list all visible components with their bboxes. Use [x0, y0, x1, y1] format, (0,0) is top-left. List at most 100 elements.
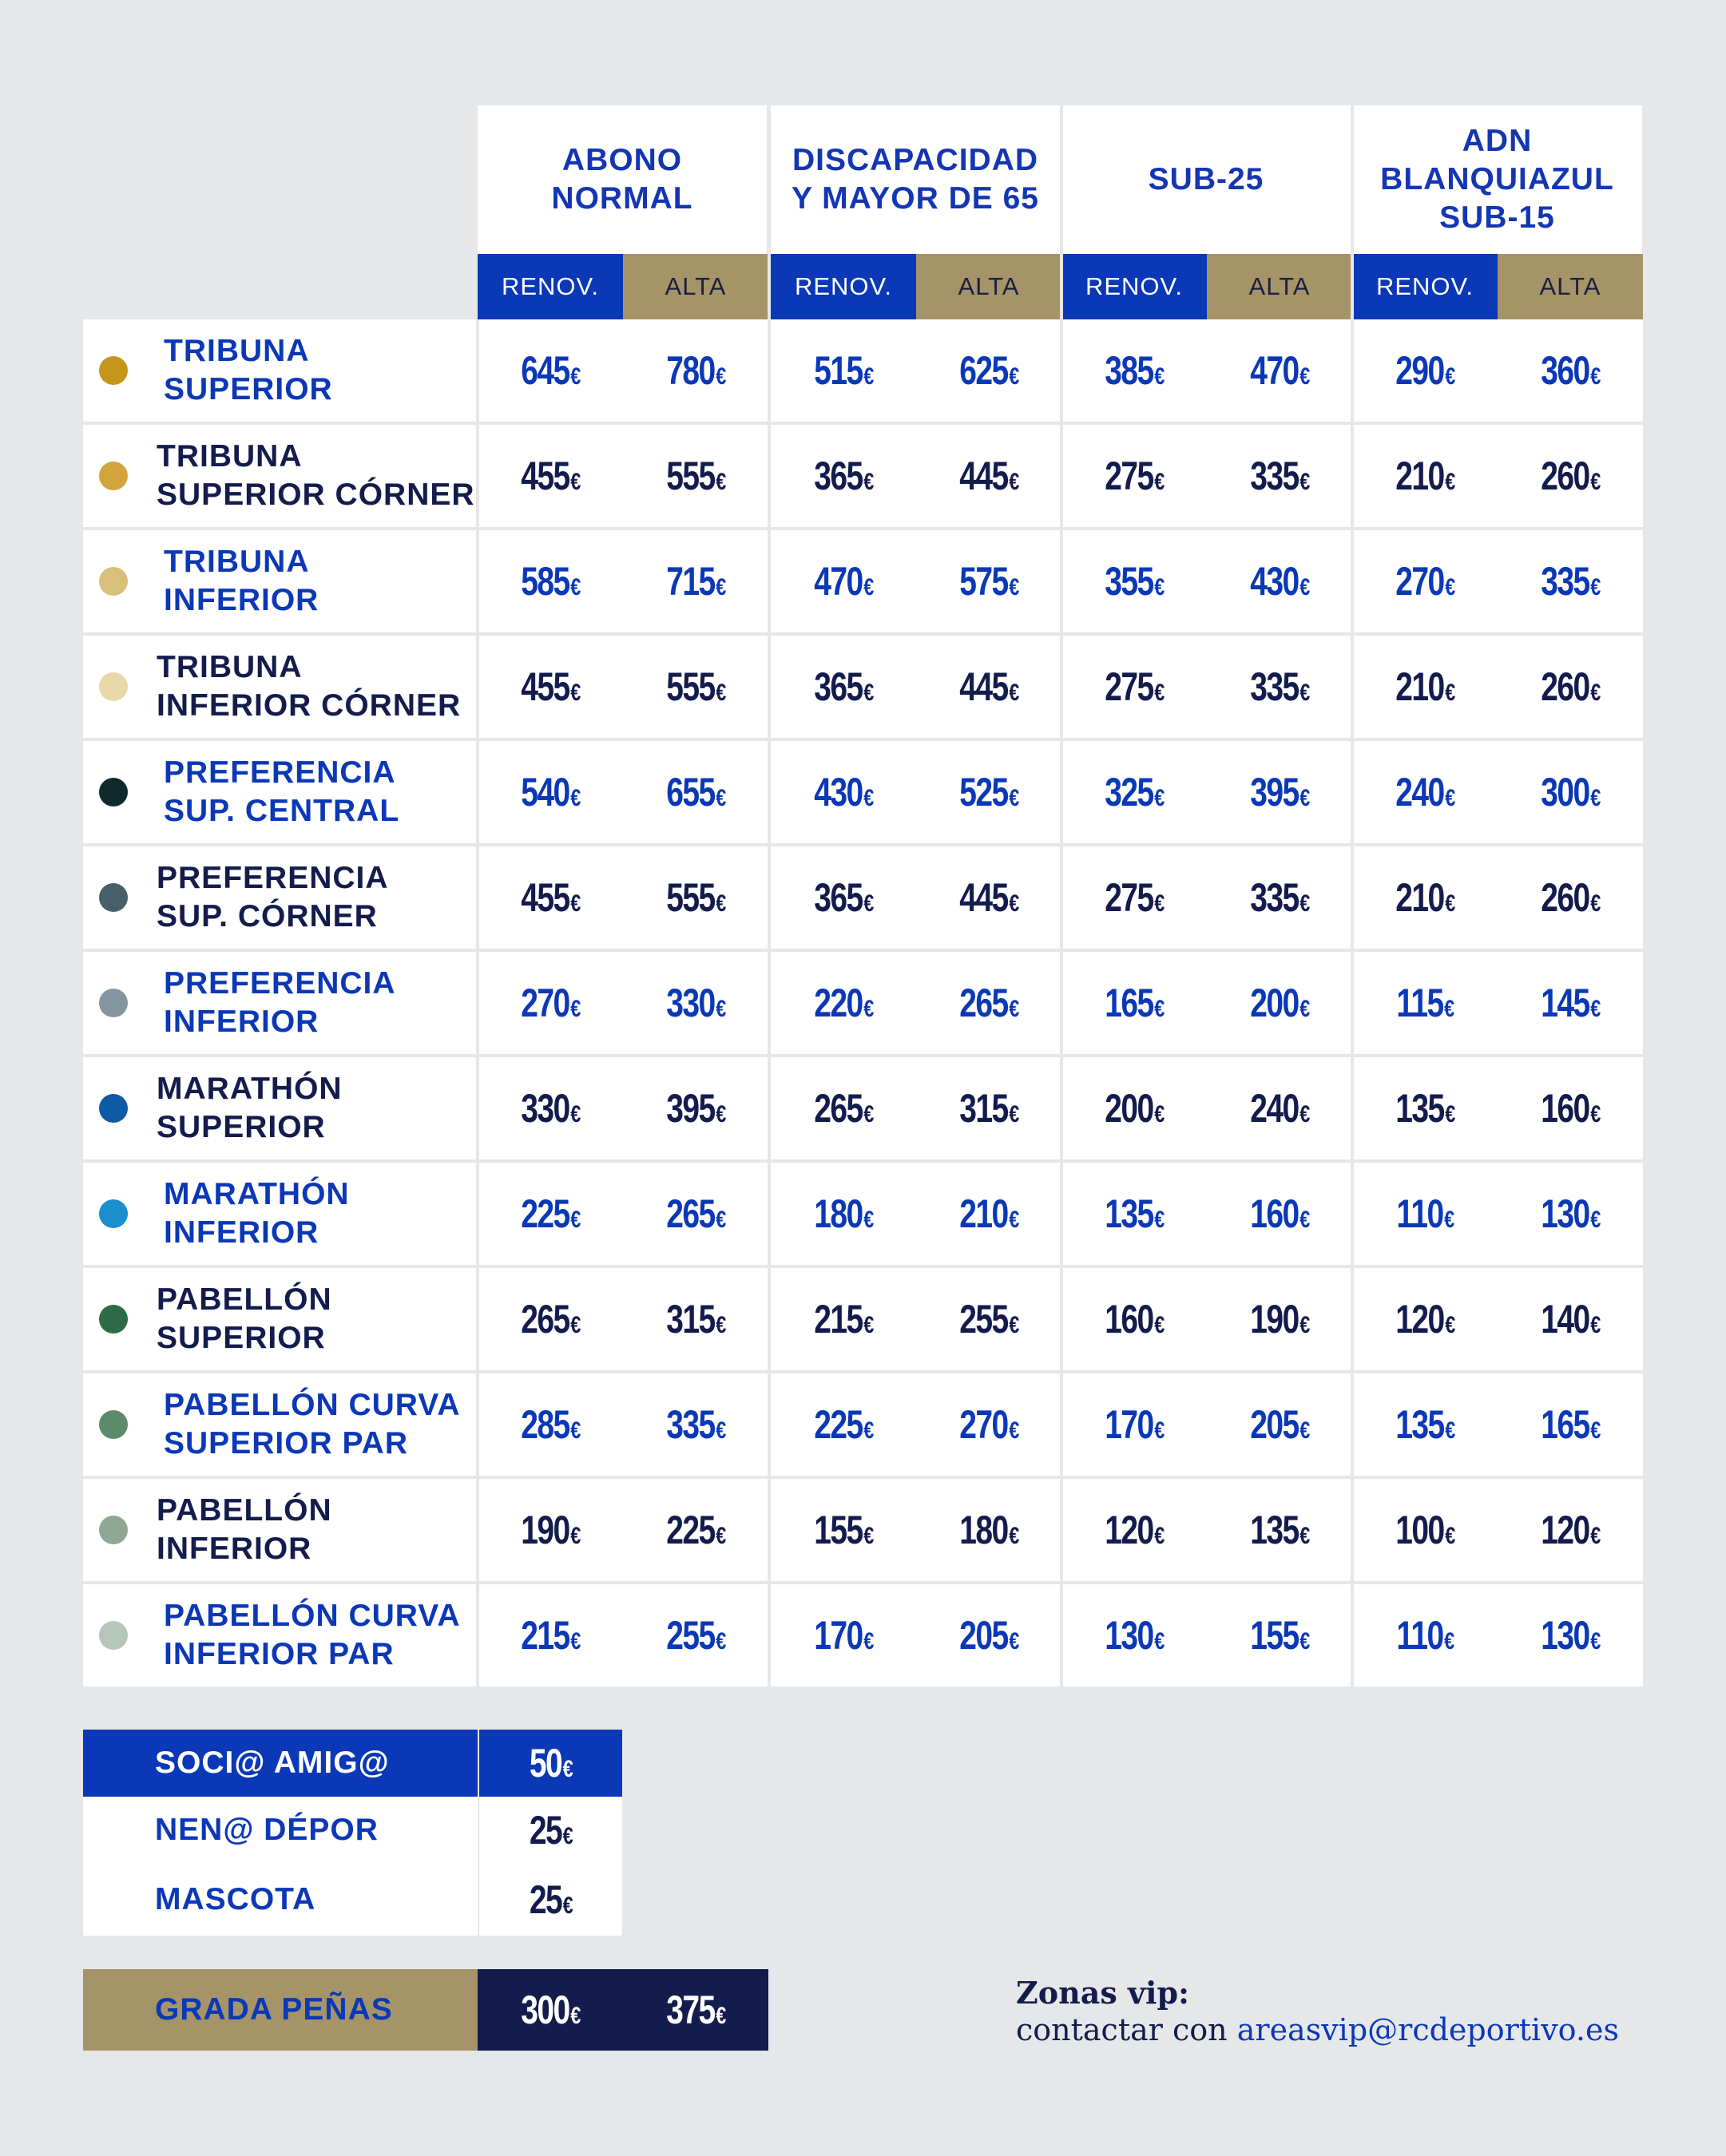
column-divider [1351, 319, 1354, 1686]
renov-price: 200 € [1105, 1086, 1165, 1131]
alta-price: 210 € [959, 1191, 1019, 1236]
subheader-renov: RENOV. [771, 254, 916, 319]
renov-price: 290 € [1395, 348, 1455, 393]
header-column-3-line: SUB-25 [1148, 162, 1264, 196]
alta-price: 335 € [1250, 454, 1310, 498]
subheader-alta: ALTA [623, 254, 768, 319]
renov-price: 265 € [521, 1297, 581, 1342]
zone-label: TRIBUNA INFERIOR CÓRNER [157, 650, 462, 723]
extra-label: NEN@ DÉPOR [155, 1813, 379, 1847]
alta-price: 260 € [1541, 664, 1601, 709]
alta-price: 395 € [666, 1086, 726, 1131]
extra-label: MASCOTA [155, 1882, 316, 1916]
renov-price: 135 € [1105, 1191, 1165, 1236]
renov-price: 430 € [814, 770, 874, 814]
alta-price: 130 € [1541, 1191, 1601, 1236]
grada-label: GRADA PEÑAS [155, 1992, 393, 2027]
renov-price: 220 € [814, 981, 874, 1025]
table-row [83, 1057, 1643, 1159]
renov-price: 285 € [521, 1402, 581, 1447]
alta-price: 135 € [1250, 1508, 1310, 1552]
alta-price: 260 € [1541, 875, 1601, 920]
alta-price: 445 € [959, 875, 1019, 920]
extra-label: SOCI@ AMIG@ [155, 1746, 390, 1780]
alta-price: 265 € [959, 981, 1019, 1025]
grada-alta-price: 375 € [666, 1988, 726, 2032]
renov-price: 120 € [1395, 1297, 1455, 1342]
renov-price: 365 € [814, 875, 874, 920]
renov-price: 110 € [1396, 1191, 1454, 1236]
table-row [83, 1163, 1643, 1265]
extras-price-body-bg [479, 1797, 622, 1936]
zone-label: PREFERENCIA SUP. CENTRAL [164, 755, 400, 828]
renov-price: 110 € [1396, 1613, 1454, 1658]
header-column-3: SUB-25 [1061, 105, 1351, 254]
zone-color-dot [99, 462, 128, 490]
alta-price: 300 € [1541, 770, 1601, 814]
renov-price: 325 € [1105, 770, 1165, 814]
alta-price: 430 € [1250, 559, 1310, 604]
zone-color-dot [99, 356, 128, 385]
renov-price: 180 € [814, 1191, 874, 1236]
zone-label: PABELLÓN CURVA SUPERIOR PAR [164, 1388, 461, 1460]
alta-price: 165 € [1541, 1402, 1601, 1447]
zone-label: TRIBUNA INFERIOR [164, 545, 319, 617]
alta-price: 360 € [1541, 348, 1601, 393]
extra-price: 25 € [529, 1808, 573, 1853]
header-divider [1351, 105, 1354, 319]
vip-title: Zonas vip: [1016, 1975, 1190, 2011]
renov-price: 270 € [1395, 559, 1455, 604]
alta-price: 205 € [1250, 1402, 1310, 1447]
renov-price: 540 € [521, 770, 581, 814]
alta-price: 140 € [1541, 1297, 1601, 1342]
alta-price: 130 € [1541, 1613, 1601, 1658]
alta-price: 315 € [666, 1297, 726, 1342]
renov-price: 355 € [1105, 559, 1165, 604]
renov-price: 330 € [521, 1086, 581, 1131]
alta-price: 180 € [959, 1508, 1019, 1552]
table-row [83, 846, 1643, 949]
alta-price: 555 € [666, 454, 726, 498]
alta-price: 155 € [1250, 1613, 1310, 1658]
alta-price: 160 € [1541, 1086, 1601, 1131]
zone-label: TRIBUNA SUPERIOR [164, 334, 333, 406]
header-column-4-line: SUB-15 [1439, 200, 1555, 235]
alta-price: 555 € [666, 875, 726, 920]
header-column-1: ABONO NORMAL [478, 105, 767, 254]
zone-label: PABELLÓN SUPERIOR [157, 1282, 332, 1355]
table-row [83, 319, 1643, 422]
zone-color-dot [99, 1516, 128, 1544]
renov-price: 130 € [1105, 1613, 1165, 1658]
header-column-2: DISCAPACIDAD Y MAYOR DE 65 [771, 105, 1060, 254]
alta-price: 575 € [959, 559, 1019, 604]
renov-price: 160 € [1105, 1297, 1165, 1342]
zone-label: PABELLÓN CURVA INFERIOR PAR [164, 1599, 461, 1671]
table-row [83, 425, 1643, 527]
subheader-alta: ALTA [1207, 254, 1352, 319]
alta-price: 780 € [666, 348, 726, 393]
renov-price: 455 € [521, 454, 581, 498]
extras-price-header-bg [479, 1730, 622, 1797]
vip-email-link[interactable]: areasvip@rcdeportivo.es [1236, 2012, 1619, 2047]
zone-label: MARATHÓN SUPERIOR [157, 1072, 343, 1144]
renov-price: 215 € [521, 1613, 581, 1658]
alta-price: 260 € [1541, 454, 1601, 498]
alta-price: 255 € [959, 1297, 1019, 1342]
header-column-1-line: NORMAL [551, 181, 693, 216]
table-row [83, 530, 1643, 632]
table-row [83, 952, 1643, 1054]
grada-renov-price: 300 € [521, 1988, 581, 2032]
zone-color-dot [99, 989, 128, 1017]
renov-price: 215 € [814, 1297, 874, 1342]
renov-price: 365 € [814, 454, 874, 498]
column-divider [1060, 319, 1063, 1686]
header-column-2-line: DISCAPACIDAD [792, 143, 1039, 177]
zone-color-dot [99, 1305, 128, 1334]
grada-price-bg [478, 1969, 768, 2051]
subheader-renov: RENOV. [1352, 254, 1498, 319]
renov-price: 470 € [814, 559, 874, 604]
alta-price: 160 € [1250, 1191, 1310, 1236]
zone-color-dot [99, 1621, 128, 1650]
renov-price: 165 € [1105, 981, 1165, 1025]
renov-price: 240 € [1395, 770, 1455, 814]
